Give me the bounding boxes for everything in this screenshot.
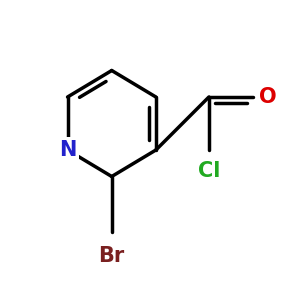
Text: N: N: [59, 140, 76, 160]
Text: O: O: [259, 87, 277, 107]
Text: Cl: Cl: [198, 160, 220, 181]
Text: Br: Br: [99, 246, 125, 266]
